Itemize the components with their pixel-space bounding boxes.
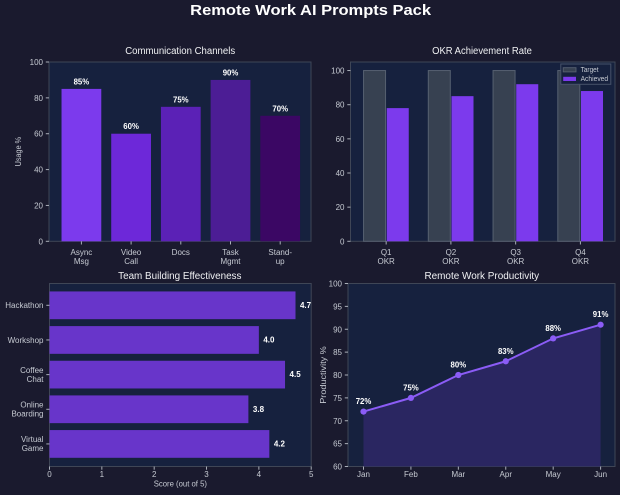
svg-text:Q1: Q1: [381, 248, 392, 257]
svg-text:Task: Task: [222, 248, 239, 257]
svg-text:Jun: Jun: [594, 470, 607, 479]
svg-text:Hackathon: Hackathon: [5, 301, 43, 310]
svg-text:Q2: Q2: [446, 248, 457, 257]
svg-text:Coffee: Coffee: [20, 366, 44, 375]
svg-text:Team Building Effectiveness: Team Building Effectiveness: [118, 271, 241, 282]
svg-text:20: 20: [336, 203, 345, 212]
svg-text:0: 0: [340, 237, 345, 246]
svg-text:Boarding: Boarding: [11, 410, 43, 419]
svg-text:75%: 75%: [173, 95, 189, 104]
svg-text:Remote Work AI Prompts Pack: Remote Work AI Prompts Pack: [190, 3, 432, 19]
svg-text:Jan: Jan: [357, 470, 370, 479]
svg-text:Feb: Feb: [404, 470, 418, 479]
svg-text:40: 40: [34, 166, 43, 175]
svg-text:up: up: [276, 257, 285, 266]
svg-text:72%: 72%: [356, 397, 372, 406]
svg-text:Game: Game: [22, 444, 44, 453]
svg-text:OKR Achievement Rate: OKR Achievement Rate: [432, 46, 532, 57]
svg-text:Workshop: Workshop: [8, 336, 44, 345]
svg-text:88%: 88%: [545, 324, 561, 333]
svg-text:Async: Async: [71, 248, 93, 257]
svg-text:Score (out of 5): Score (out of 5): [154, 480, 208, 489]
svg-text:60: 60: [333, 463, 342, 472]
svg-text:4: 4: [257, 470, 262, 479]
svg-text:Productivity %: Productivity %: [319, 346, 328, 404]
svg-text:Achieved: Achieved: [581, 76, 609, 83]
svg-text:60: 60: [336, 135, 345, 144]
svg-text:75: 75: [333, 394, 342, 403]
svg-text:75%: 75%: [403, 383, 419, 392]
svg-text:0: 0: [47, 470, 52, 479]
svg-text:80: 80: [34, 94, 43, 103]
svg-text:0: 0: [39, 237, 44, 246]
svg-text:60%: 60%: [123, 122, 139, 131]
svg-text:Q4: Q4: [575, 248, 586, 257]
svg-text:95: 95: [333, 302, 342, 311]
svg-text:5: 5: [309, 470, 314, 479]
svg-text:4.0: 4.0: [263, 336, 275, 345]
svg-text:4.5: 4.5: [290, 370, 302, 379]
svg-text:Remote Work Productivity: Remote Work Productivity: [424, 271, 539, 282]
svg-text:OKR: OKR: [507, 257, 525, 266]
svg-text:20: 20: [34, 201, 43, 210]
svg-text:91%: 91%: [593, 310, 609, 319]
svg-text:Virtual: Virtual: [21, 435, 44, 444]
svg-text:Target: Target: [581, 67, 599, 74]
svg-text:80%: 80%: [451, 361, 467, 370]
svg-text:85: 85: [333, 348, 342, 357]
svg-text:70%: 70%: [272, 104, 288, 113]
svg-text:100: 100: [30, 58, 44, 67]
svg-text:Online: Online: [20, 401, 44, 410]
svg-text:Apr: Apr: [500, 470, 513, 479]
svg-text:100: 100: [329, 280, 343, 289]
svg-text:60: 60: [34, 130, 43, 139]
svg-text:Communication Channels: Communication Channels: [125, 46, 235, 57]
svg-text:70: 70: [333, 417, 342, 426]
svg-text:100: 100: [331, 67, 345, 76]
svg-text:40: 40: [336, 169, 345, 178]
svg-text:Msg: Msg: [74, 257, 89, 266]
svg-text:Usage %: Usage %: [14, 137, 23, 167]
svg-text:May: May: [546, 470, 561, 479]
svg-text:4.7: 4.7: [300, 301, 312, 310]
svg-text:80: 80: [336, 101, 345, 110]
svg-text:OKR: OKR: [442, 257, 460, 266]
svg-text:Mgmt: Mgmt: [221, 257, 242, 266]
svg-text:Video: Video: [121, 248, 142, 257]
svg-text:Docs: Docs: [172, 248, 190, 257]
svg-text:90%: 90%: [223, 68, 239, 77]
svg-text:65: 65: [333, 440, 342, 449]
svg-text:2: 2: [152, 470, 157, 479]
svg-text:3.8: 3.8: [253, 405, 265, 414]
svg-text:Call: Call: [124, 257, 138, 266]
svg-text:Stand-: Stand-: [268, 248, 292, 257]
svg-text:85%: 85%: [74, 77, 90, 86]
svg-text:Chat: Chat: [27, 375, 45, 384]
svg-text:1: 1: [100, 470, 105, 479]
svg-text:OKR: OKR: [377, 257, 395, 266]
svg-text:OKR: OKR: [572, 257, 590, 266]
svg-text:83%: 83%: [498, 347, 514, 356]
svg-text:3: 3: [204, 470, 209, 479]
svg-text:Q3: Q3: [510, 248, 521, 257]
svg-text:80: 80: [333, 371, 342, 380]
svg-text:90: 90: [333, 325, 342, 334]
svg-text:Mar: Mar: [451, 470, 465, 479]
svg-text:4.2: 4.2: [274, 440, 286, 449]
